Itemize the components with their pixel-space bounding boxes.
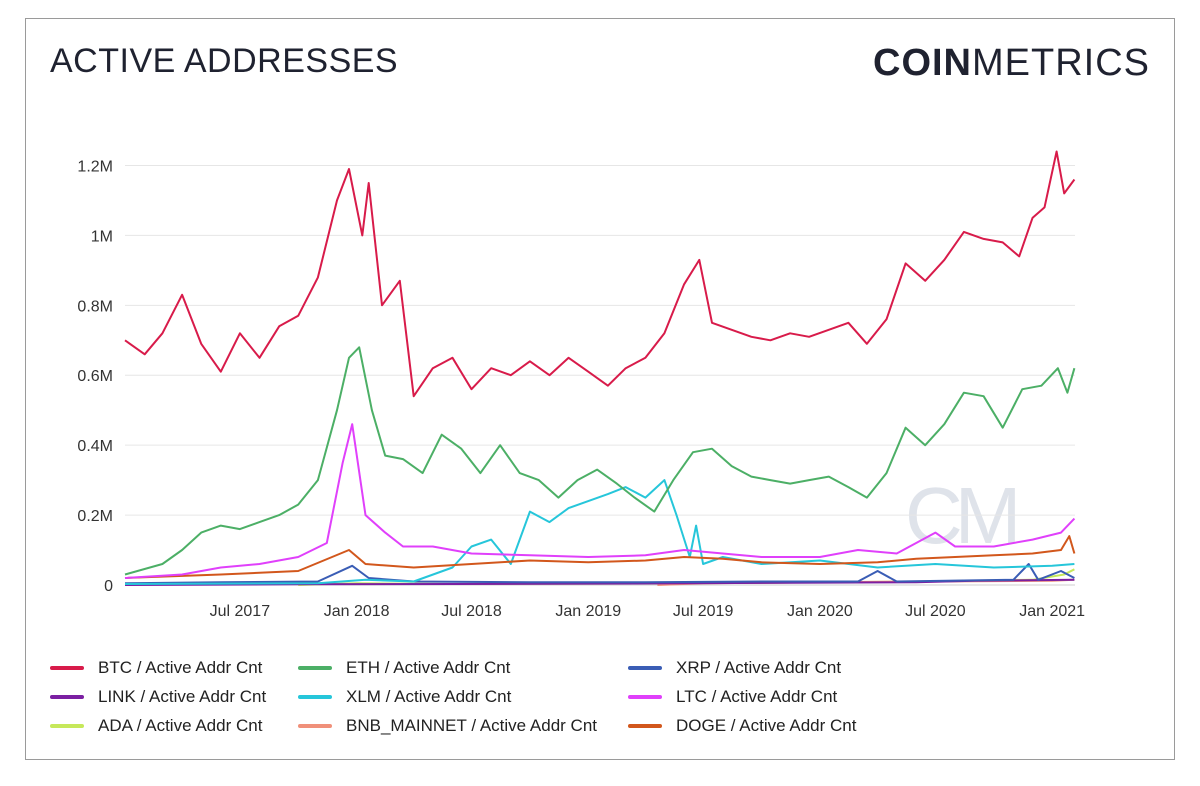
series-line-ltc: [124, 423, 1076, 579]
x-tick-label: Jan 2019: [555, 603, 621, 620]
legend-row: BTC / Active Addr Cnt ETH / Active Addr C…: [50, 653, 950, 682]
legend-row: ADA / Active Addr Cnt BNB_MAINNET / Activ…: [50, 711, 950, 740]
x-tick-label: Jul 2019: [673, 603, 734, 620]
x-tick-label: Jan 2020: [787, 603, 853, 620]
x-tick-label: Jan 2018: [324, 603, 390, 620]
x-tick-label: Jul 2018: [441, 603, 502, 620]
series-line-xrp: [124, 563, 1075, 585]
y-tick-label: 0.2M: [77, 508, 113, 525]
coinmetrics-logo: COINMETRICS: [873, 42, 1150, 85]
legend-label: XLM / Active Addr Cnt: [346, 686, 512, 706]
legend-label: BTC / Active Addr Cnt: [98, 657, 263, 677]
legend-item[interactable]: BNB_MAINNET / Active Addr Cnt: [298, 716, 628, 736]
legend-swatch: [628, 694, 662, 699]
legend-swatch: [298, 665, 332, 670]
legend-swatch: [50, 723, 84, 728]
x-tick-label: Jul 2020: [905, 603, 966, 620]
chart-legend: BTC / Active Addr Cnt ETH / Active Addr C…: [50, 653, 950, 740]
series-line-xlm: [124, 479, 1075, 585]
legend-item[interactable]: BTC / Active Addr Cnt: [50, 658, 298, 678]
y-tick-label: 1.2M: [77, 158, 113, 175]
legend-label: ETH / Active Addr Cnt: [346, 657, 511, 677]
legend-swatch: [628, 665, 662, 670]
legend-swatch: [628, 723, 662, 728]
logo-light-text: METRICS: [972, 42, 1150, 84]
series-line-doge: [124, 535, 1076, 579]
legend-label: ADA / Active Addr Cnt: [98, 715, 263, 735]
legend-swatch: [50, 665, 84, 670]
legend-item[interactable]: DOGE / Active Addr Cnt: [628, 716, 948, 736]
logo-bold-text: COIN: [873, 42, 972, 84]
legend-item[interactable]: XRP / Active Addr Cnt: [628, 658, 948, 678]
legend-row: LINK / Active Addr Cnt XLM / Active Addr …: [50, 682, 950, 711]
x-tick-label: Jul 2017: [210, 603, 271, 620]
legend-label: LINK / Active Addr Cnt: [98, 686, 267, 706]
y-tick-label: 1M: [91, 228, 113, 245]
x-tick-label: Jan 2021: [1019, 603, 1085, 620]
legend-swatch: [50, 694, 84, 699]
legend-item[interactable]: ADA / Active Addr Cnt: [50, 716, 298, 736]
y-tick-label: 0: [104, 578, 113, 595]
legend-label: XRP / Active Addr Cnt: [676, 657, 842, 677]
legend-swatch: [298, 723, 332, 728]
legend-label: BNB_MAINNET / Active Addr Cnt: [346, 715, 597, 735]
legend-label: LTC / Active Addr Cnt: [676, 686, 838, 706]
series-line-btc: [124, 150, 1076, 398]
series-line-eth: [124, 346, 1076, 576]
legend-item[interactable]: LINK / Active Addr Cnt: [50, 687, 298, 707]
legend-label: DOGE / Active Addr Cnt: [676, 715, 857, 735]
legend-swatch: [298, 694, 332, 699]
chart-frame: [25, 18, 1175, 760]
legend-item[interactable]: XLM / Active Addr Cnt: [298, 687, 628, 707]
chart-title: ACTIVE ADDRESSES: [50, 42, 399, 80]
y-tick-label: 0.6M: [77, 368, 113, 385]
legend-item[interactable]: LTC / Active Addr Cnt: [628, 687, 948, 707]
y-tick-label: 0.4M: [77, 438, 113, 455]
legend-item[interactable]: ETH / Active Addr Cnt: [298, 658, 628, 678]
y-tick-label: 0.8M: [77, 298, 113, 315]
